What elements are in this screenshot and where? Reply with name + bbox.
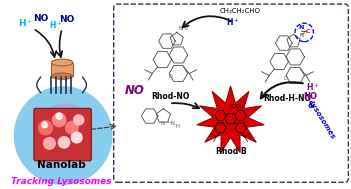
Text: Nanolab: Nanolab bbox=[37, 160, 86, 170]
FancyBboxPatch shape bbox=[51, 63, 73, 76]
Text: H$^+$: H$^+$ bbox=[18, 18, 34, 29]
Text: NO: NO bbox=[303, 92, 317, 101]
Text: Rhod-H-NO: Rhod-H-NO bbox=[263, 94, 311, 103]
Text: NO: NO bbox=[33, 14, 48, 23]
Ellipse shape bbox=[38, 104, 92, 157]
Text: O: O bbox=[168, 74, 172, 79]
Circle shape bbox=[58, 137, 70, 148]
Text: N: N bbox=[299, 25, 304, 30]
Circle shape bbox=[56, 113, 62, 119]
Text: NH$_2$: NH$_2$ bbox=[178, 24, 190, 33]
Text: —: — bbox=[168, 120, 173, 125]
Circle shape bbox=[42, 122, 47, 128]
Text: H$^+$: H$^+$ bbox=[226, 17, 239, 29]
Polygon shape bbox=[197, 86, 264, 153]
Circle shape bbox=[66, 122, 78, 134]
Text: N: N bbox=[171, 121, 175, 126]
Text: COOH: COOH bbox=[230, 104, 245, 108]
Text: Rhod-NO: Rhod-NO bbox=[151, 92, 190, 101]
Text: N: N bbox=[299, 33, 304, 38]
Ellipse shape bbox=[51, 59, 73, 66]
Text: C: C bbox=[306, 29, 310, 34]
Text: Lysosomes: Lysosomes bbox=[308, 100, 336, 140]
Circle shape bbox=[71, 132, 82, 143]
FancyBboxPatch shape bbox=[34, 108, 91, 161]
Text: N: N bbox=[160, 121, 164, 126]
Text: Rhod B: Rhod B bbox=[216, 147, 247, 156]
Circle shape bbox=[74, 115, 84, 125]
Circle shape bbox=[44, 138, 55, 149]
Text: CH₃CH₂CHO: CH₃CH₂CHO bbox=[220, 8, 261, 14]
FancyBboxPatch shape bbox=[114, 4, 348, 182]
Text: NO: NO bbox=[59, 15, 75, 24]
Text: H: H bbox=[175, 125, 179, 129]
Text: O: O bbox=[284, 76, 287, 81]
Text: NO: NO bbox=[125, 84, 145, 97]
Text: Tracking Lysosomes: Tracking Lysosomes bbox=[11, 177, 111, 186]
Ellipse shape bbox=[14, 87, 112, 184]
Circle shape bbox=[53, 113, 66, 127]
Ellipse shape bbox=[51, 73, 73, 79]
Text: H$^+$: H$^+$ bbox=[306, 81, 319, 93]
Text: H$^+$: H$^+$ bbox=[48, 20, 62, 31]
Text: &: & bbox=[307, 101, 314, 110]
Circle shape bbox=[39, 121, 53, 135]
